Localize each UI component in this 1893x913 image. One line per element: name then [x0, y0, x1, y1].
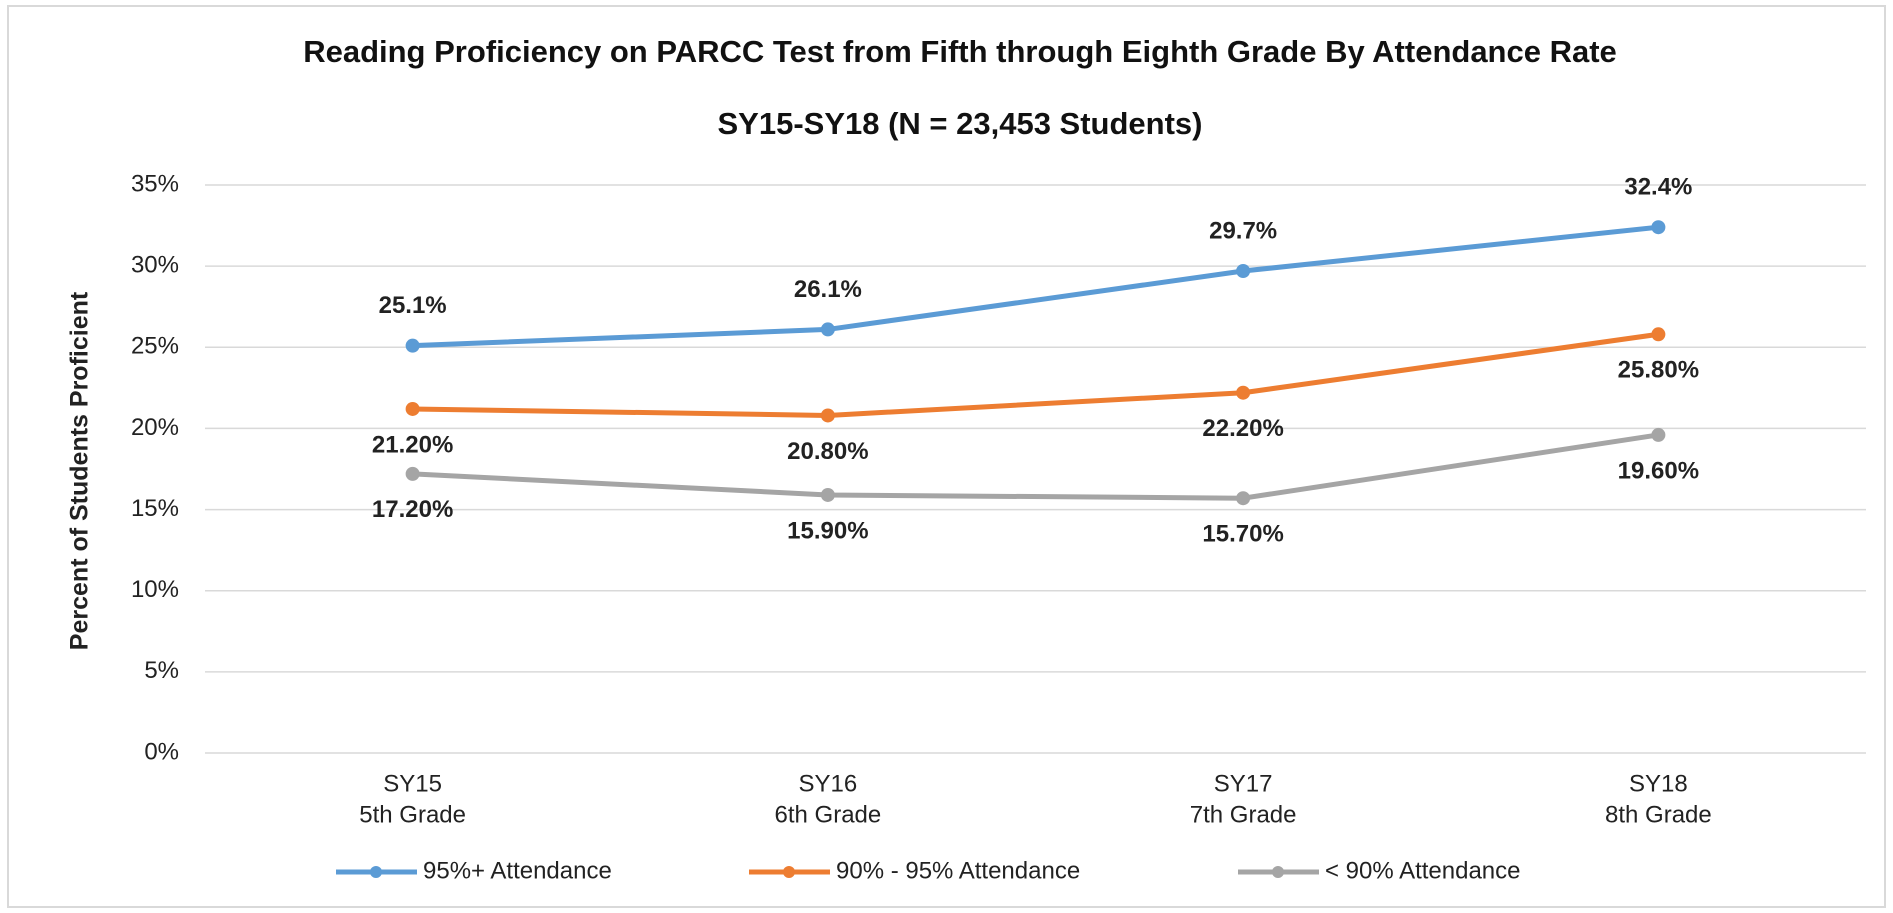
x-tick-label: 6th Grade — [775, 801, 882, 828]
data-label: 29.7% — [1209, 217, 1277, 244]
data-label: 32.4% — [1624, 174, 1692, 201]
data-label: 15.70% — [1202, 521, 1283, 548]
y-tick-label: 20% — [131, 414, 179, 441]
x-tick-label: SY15 — [383, 770, 442, 797]
data-point — [1236, 385, 1251, 400]
data-point — [405, 466, 420, 481]
data-label: 25.1% — [379, 292, 447, 319]
data-label: 19.60% — [1618, 457, 1699, 484]
y-tick-label: 15% — [131, 495, 179, 522]
chart-subtitle: SY15-SY18 (N = 23,453 Students) — [717, 106, 1203, 141]
y-tick-label: 10% — [131, 576, 179, 603]
x-tick-label: SY16 — [799, 770, 858, 797]
y-tick-label: 35% — [131, 170, 179, 197]
data-label: 26.1% — [794, 276, 862, 303]
legend-marker — [370, 866, 382, 878]
y-tick-label: 25% — [131, 333, 179, 360]
y-tick-label: 5% — [144, 657, 179, 684]
data-point — [1236, 264, 1251, 279]
series-line — [412, 224, 1659, 349]
data-label: 25.80% — [1618, 357, 1699, 384]
x-tick-label: 5th Grade — [359, 801, 466, 828]
data-point — [1651, 220, 1666, 235]
data-point — [820, 322, 835, 337]
data-label: 22.20% — [1202, 415, 1283, 442]
data-label: 20.80% — [787, 438, 868, 465]
data-label: 15.90% — [787, 517, 868, 544]
x-tick-label: 7th Grade — [1190, 801, 1297, 828]
data-label: 21.20% — [372, 431, 453, 458]
series-line — [412, 432, 1659, 501]
legend-label: < 90% Attendance — [1325, 857, 1521, 884]
data-point — [820, 487, 835, 502]
series-line — [412, 331, 1659, 418]
data-point — [820, 408, 835, 423]
chart-border — [7, 5, 1886, 908]
data-point — [405, 401, 420, 416]
data-label: 17.20% — [372, 496, 453, 523]
x-tick-label: SY17 — [1214, 770, 1273, 797]
data-point — [1651, 427, 1666, 442]
y-tick-label: 30% — [131, 251, 179, 278]
y-axis-label: Percent of Students Proficient — [66, 291, 94, 650]
data-point — [1651, 327, 1666, 342]
y-tick-label: 0% — [144, 738, 179, 765]
legend-label: 95%+ Attendance — [423, 857, 612, 884]
legend-marker — [1272, 866, 1284, 878]
x-tick-label: SY18 — [1629, 770, 1688, 797]
data-point — [405, 338, 420, 353]
data-point — [1236, 491, 1251, 506]
x-tick-label: 8th Grade — [1605, 801, 1712, 828]
legend-label: 90% - 95% Attendance — [836, 857, 1080, 884]
chart-title: Reading Proficiency on PARCC Test from F… — [303, 34, 1617, 69]
legend-marker — [783, 866, 795, 878]
